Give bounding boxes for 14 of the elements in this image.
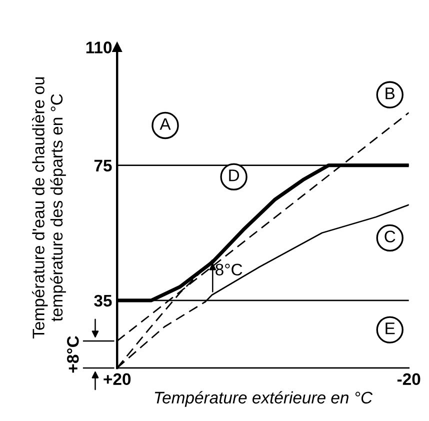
annotation: 8°C xyxy=(216,264,242,276)
x-axis-title: Température extérieure en °C xyxy=(154,391,373,407)
text: +8°C xyxy=(67,336,79,373)
annotation: C xyxy=(384,230,396,242)
annotation: B xyxy=(386,88,395,100)
y-tick-label: 110 xyxy=(86,42,112,54)
x-tick-label: -20 xyxy=(397,373,420,386)
annotation: E xyxy=(386,322,395,334)
y-tick-label: 75 xyxy=(94,160,112,172)
y-axis-title: Température d'eau de chaudière ou température des départs en °C xyxy=(32,77,66,338)
annotation: A xyxy=(160,118,171,130)
x-tick-label: +20 xyxy=(104,373,131,386)
y-tick-label: 35 xyxy=(94,294,112,307)
annotation: D xyxy=(229,170,240,182)
